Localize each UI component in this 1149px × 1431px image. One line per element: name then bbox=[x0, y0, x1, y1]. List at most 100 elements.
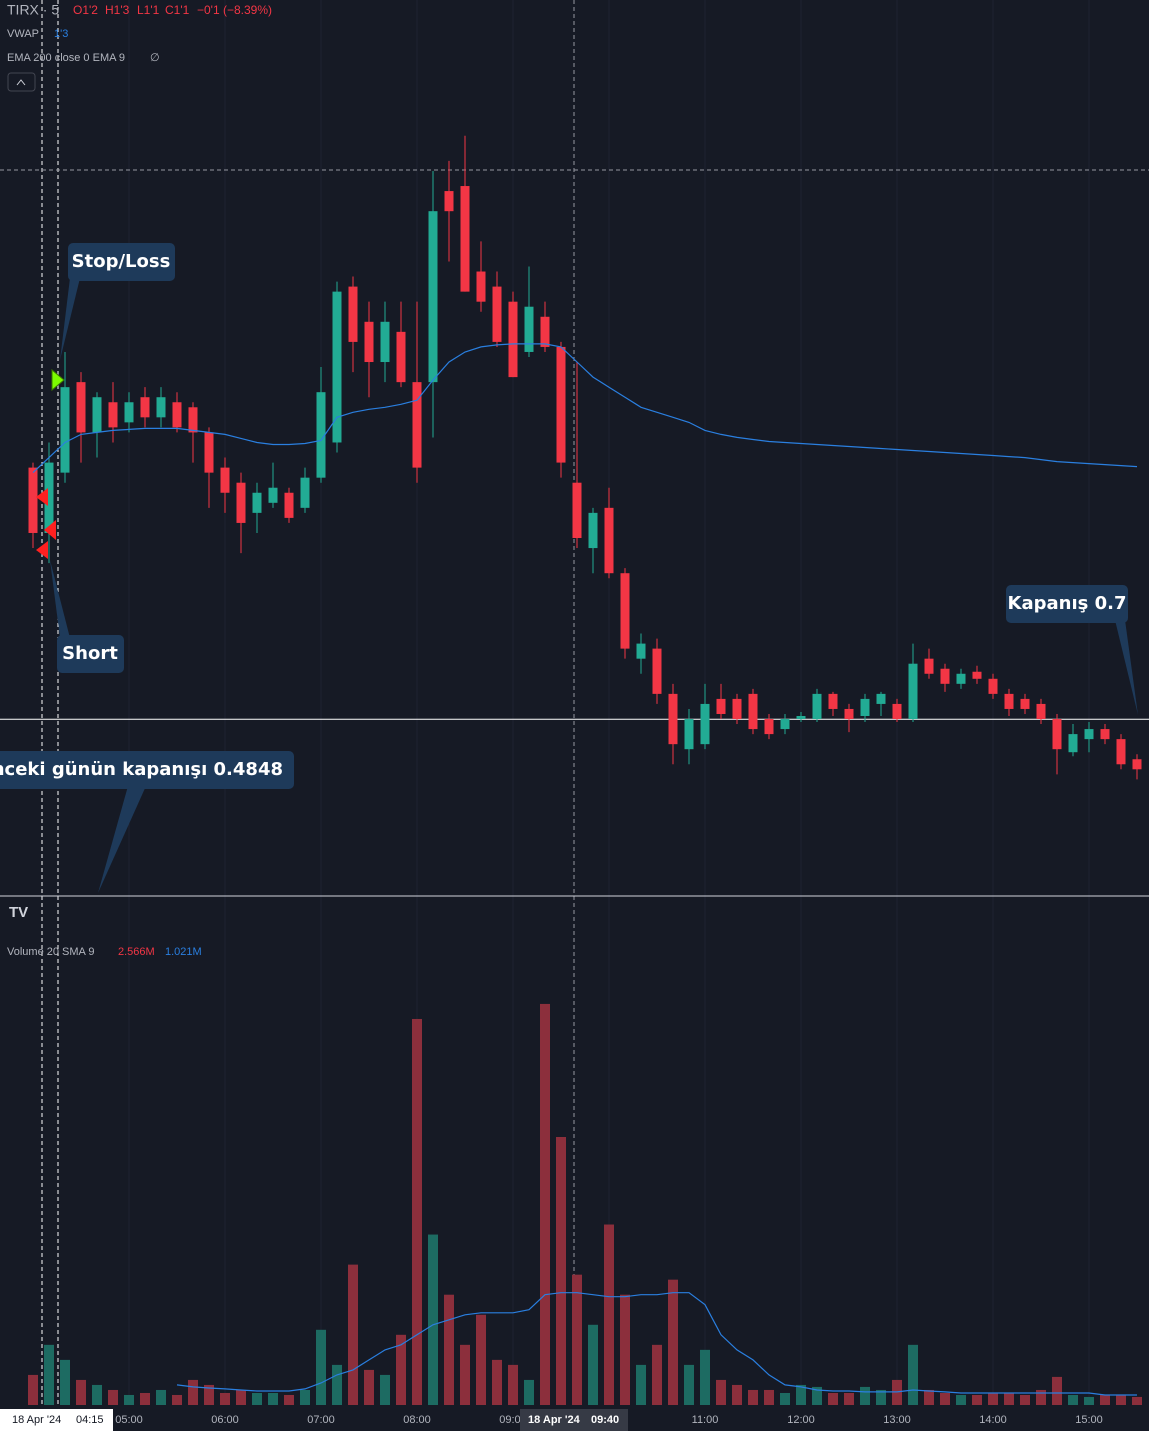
candle-body bbox=[76, 382, 86, 433]
callout bbox=[1006, 585, 1128, 623]
callout bbox=[0, 751, 294, 789]
candle-body bbox=[444, 191, 454, 212]
indicator-value: ∅ bbox=[150, 52, 160, 64]
x-tick-label: 14:00 bbox=[979, 1414, 1007, 1426]
candle-body bbox=[588, 512, 598, 549]
volume-bar bbox=[220, 1392, 230, 1405]
volume-bar bbox=[668, 1279, 678, 1405]
volume-bar bbox=[76, 1379, 86, 1405]
candle-body bbox=[1116, 739, 1126, 765]
volume-bar bbox=[28, 1374, 38, 1405]
buy-marker bbox=[51, 368, 65, 392]
volume-bar bbox=[428, 1234, 438, 1405]
candle-body bbox=[268, 487, 278, 503]
candle-body bbox=[188, 407, 198, 433]
volume-bar bbox=[108, 1389, 118, 1405]
ohlc: L1'1 bbox=[137, 3, 160, 17]
volume-bar bbox=[956, 1394, 966, 1405]
volume-bar bbox=[460, 1344, 470, 1405]
candle-body bbox=[508, 301, 518, 378]
candle-body bbox=[620, 573, 630, 649]
volume-bar bbox=[796, 1384, 806, 1405]
collapse-icon bbox=[16, 79, 26, 86]
grid bbox=[128, 0, 1090, 1405]
volume-bar bbox=[156, 1389, 166, 1405]
volume-bar bbox=[1052, 1376, 1062, 1405]
crosshair-date: 18 Apr '24 bbox=[12, 1414, 61, 1426]
volume-bar bbox=[620, 1294, 630, 1405]
candle-body bbox=[300, 477, 310, 508]
volume-bar bbox=[380, 1374, 390, 1405]
volume-bar bbox=[604, 1224, 614, 1405]
candle-body bbox=[764, 719, 774, 735]
candle-body bbox=[1020, 698, 1030, 709]
candle-body bbox=[460, 186, 470, 292]
collapse-button[interactable] bbox=[7, 72, 36, 92]
candle-body bbox=[812, 693, 822, 720]
volume-bar bbox=[924, 1389, 934, 1405]
candle-body bbox=[332, 291, 342, 443]
volume-bar bbox=[556, 1136, 566, 1405]
sell-marker bbox=[36, 541, 48, 559]
symbol: TIRX · 5 bbox=[7, 2, 59, 18]
volume-bar bbox=[476, 1314, 486, 1405]
candle-body bbox=[956, 673, 966, 684]
candle-body bbox=[604, 507, 614, 574]
candle-body bbox=[364, 321, 374, 363]
volume-bar bbox=[748, 1389, 758, 1405]
x-tick-label: 15:00 bbox=[1075, 1414, 1103, 1426]
x-tick-label: 06:00 bbox=[211, 1414, 239, 1426]
candle-body bbox=[380, 321, 390, 363]
volume-bar bbox=[1132, 1396, 1142, 1405]
change: −0'1 (−8.39%) bbox=[197, 3, 272, 17]
volume-bar bbox=[396, 1334, 406, 1405]
candle-body bbox=[796, 716, 806, 720]
volume-bar bbox=[364, 1369, 374, 1405]
crosshair-label bbox=[0, 1409, 113, 1431]
candle-body bbox=[860, 698, 870, 716]
candle-body bbox=[492, 286, 502, 342]
volume-bar bbox=[828, 1392, 838, 1405]
candle-body bbox=[1084, 729, 1094, 740]
candle-body bbox=[684, 719, 694, 750]
candle-body bbox=[108, 402, 118, 428]
volume-bar bbox=[268, 1392, 278, 1405]
callout-tail bbox=[60, 278, 80, 360]
volume-bar bbox=[524, 1379, 534, 1405]
crosshair-time: 04:15 bbox=[76, 1414, 104, 1426]
volume-bar bbox=[348, 1264, 358, 1405]
annotation: bir önceki günün kapanışı 0.4848 bbox=[0, 759, 283, 780]
volume-title: Volume 20 SMA 9 bbox=[7, 946, 94, 958]
candle-body bbox=[140, 397, 150, 418]
callout-tail bbox=[50, 560, 70, 638]
candle-body bbox=[204, 432, 214, 473]
candle-body bbox=[652, 648, 662, 694]
callout-tail bbox=[98, 786, 146, 893]
candle-body bbox=[412, 382, 422, 468]
x-tick-label: 05:00 bbox=[115, 1414, 143, 1426]
volume-bar bbox=[204, 1384, 214, 1405]
x-tick-label: 09:00 bbox=[499, 1414, 527, 1426]
candle-body bbox=[700, 703, 710, 745]
volume-bar bbox=[172, 1394, 182, 1405]
candle-body bbox=[28, 467, 38, 533]
volume-bar bbox=[236, 1389, 246, 1405]
candle-body bbox=[732, 698, 742, 720]
candle-body bbox=[556, 346, 566, 463]
callout bbox=[68, 243, 175, 281]
candle-body bbox=[1004, 693, 1014, 709]
volume-bar bbox=[732, 1384, 742, 1405]
ohlc: H1'3 bbox=[105, 3, 130, 17]
candle-body bbox=[396, 331, 406, 383]
indicator-line bbox=[176, 1292, 1137, 1396]
candle-body bbox=[524, 306, 534, 352]
candle-body bbox=[892, 703, 902, 720]
volume-pane bbox=[28, 1003, 1142, 1405]
volume-bar bbox=[988, 1392, 998, 1405]
candle-body bbox=[1052, 719, 1062, 750]
volume-bar bbox=[972, 1394, 982, 1405]
crosshair-time: 09:40 bbox=[591, 1414, 619, 1426]
candle-body bbox=[876, 693, 886, 704]
volume-bar bbox=[540, 1003, 550, 1405]
